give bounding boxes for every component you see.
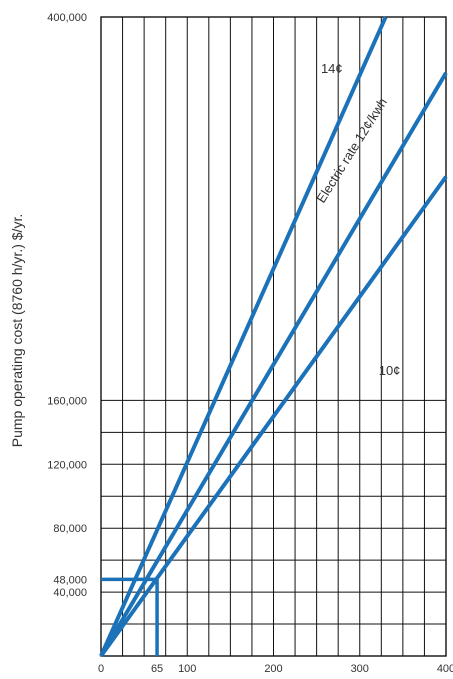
series-line — [99, 16, 388, 657]
y-tick-label: 48,000 — [53, 574, 87, 586]
y-tick-label: 80,000 — [53, 523, 87, 535]
y-axis-label: Pump operating cost (8760 h/yr.) $/yr. — [9, 214, 25, 447]
plot-frame — [100, 16, 447, 657]
x-tick-label: 65 — [151, 663, 163, 675]
y-tick-label: 400,000 — [47, 12, 87, 24]
x-tick-labels: 0 65 100 200 300 400 — [98, 663, 453, 675]
y-tick-label: 120,000 — [47, 459, 87, 471]
y-tick-label: 160,000 — [47, 395, 87, 407]
x-tick-label: 400 — [437, 663, 453, 675]
x-tick-label: 100 — [178, 663, 196, 675]
x-tick-label: 0 — [98, 663, 104, 675]
annotation-label: 14¢ — [321, 61, 343, 76]
y-tick-label: 40,000 — [53, 587, 87, 599]
series-line — [99, 71, 448, 658]
x-tick-label: 300 — [351, 663, 369, 675]
annotation-label: 10¢ — [379, 363, 401, 378]
x-tick-label: 200 — [264, 663, 282, 675]
series-line — [99, 175, 448, 658]
series-lines — [99, 16, 448, 658]
